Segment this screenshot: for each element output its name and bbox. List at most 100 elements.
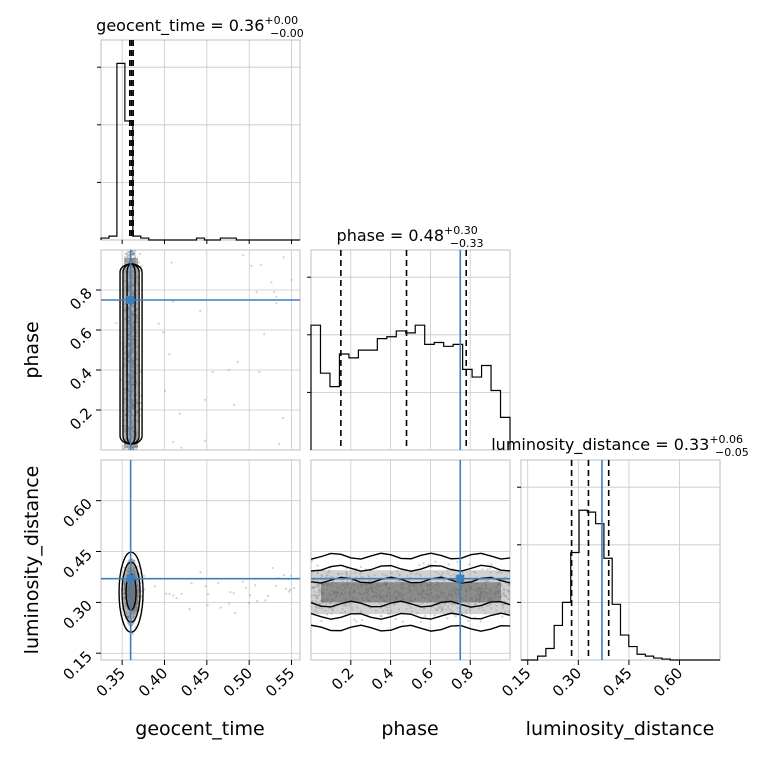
scatter-point (434, 608, 437, 611)
scatter-point (502, 588, 505, 591)
scatter-point (271, 566, 274, 570)
scatter-point (361, 576, 364, 579)
scatter-point (134, 250, 137, 252)
scatter-point (139, 401, 142, 405)
scatter-point (343, 610, 346, 613)
scatter-point (418, 573, 421, 576)
scatter-point (489, 571, 492, 574)
scatter-point (290, 278, 293, 281)
scatter-point (123, 566, 126, 569)
scatter-point (445, 608, 448, 611)
scatter-point (164, 389, 167, 392)
scatter-point (349, 602, 352, 606)
scatter-point (447, 605, 450, 608)
scatter-point (315, 583, 318, 586)
scatter-point (140, 590, 143, 593)
scatter-point (321, 601, 325, 605)
scatter-point (313, 590, 316, 593)
scatter-point (502, 603, 505, 606)
scatter-point (406, 574, 409, 578)
scatter-point (316, 564, 319, 567)
y-tick-label: 0.6 (66, 324, 96, 354)
scatter-point (355, 620, 358, 623)
scatter-point (211, 371, 214, 374)
scatter-point (381, 573, 384, 576)
scatter-point (479, 620, 482, 623)
ylabel-luminosity-distance: luminosity_distance (21, 466, 43, 655)
scatter-point (345, 572, 348, 575)
scatter-point (441, 571, 445, 574)
scatter-point (501, 607, 505, 610)
scatter-point (446, 568, 449, 572)
scatter-point (341, 607, 344, 611)
scatter-point (498, 570, 501, 573)
scatter-point (248, 594, 252, 597)
scatter-point (325, 604, 328, 607)
scatter-point (374, 609, 378, 612)
scatter-point (244, 586, 247, 589)
scatter-point (317, 593, 320, 597)
scatter-point (439, 606, 442, 610)
scatter-point (342, 580, 345, 583)
scatter-point (320, 619, 323, 623)
scatter-point (474, 571, 477, 574)
y-tick-label: 0.60 (59, 495, 95, 531)
scatter-point (398, 574, 401, 577)
scatter-point (465, 609, 468, 612)
scatter-point (386, 608, 389, 612)
scatter-point (311, 559, 314, 562)
scatter-point (326, 613, 329, 616)
scatter-point (122, 448, 125, 450)
scatter-point (203, 398, 207, 401)
x-tick-label: 0.6 (408, 664, 438, 694)
scatter-point (321, 574, 324, 577)
scatter-point (344, 604, 348, 607)
scatter-point (393, 603, 396, 607)
scatter-point (316, 570, 320, 573)
scatter-point (131, 252, 134, 255)
scatter-point (311, 587, 314, 590)
scatter-point (314, 594, 317, 597)
scatter-point (360, 576, 363, 579)
histogram-step (521, 509, 720, 661)
scatter-point (324, 609, 327, 612)
scatter-point (387, 612, 390, 616)
scatter-point (127, 447, 130, 450)
scatter-point (124, 252, 127, 255)
scatter-point (484, 612, 487, 615)
scatter-point (504, 595, 507, 598)
scatter-point (340, 572, 344, 575)
scatter-point (486, 580, 489, 583)
scatter-point (311, 594, 313, 597)
scatter-point (440, 574, 443, 577)
panels-layer (96, 39, 721, 665)
scatter-point (466, 602, 469, 605)
scatter-point (315, 585, 318, 588)
labels-layer: geocent_time = 0.36+0.00 −0.00 phase = 0.… (21, 14, 749, 740)
scatter-point (503, 595, 506, 598)
scatter-point (495, 609, 498, 612)
scatter-point (157, 322, 160, 325)
scatter-point (368, 579, 371, 582)
scatter-point (502, 592, 505, 596)
scatter-point (337, 573, 341, 576)
scatter-point (450, 574, 453, 577)
scatter-point (467, 619, 470, 622)
scatter-point (281, 416, 285, 420)
scatter-point (270, 281, 273, 284)
scatter-point (351, 608, 354, 611)
scatter-point (316, 584, 320, 587)
x-tick-label: 0.4 (368, 664, 398, 694)
scatter-point (490, 602, 493, 605)
scatter-point (351, 579, 354, 583)
scatter-point (131, 252, 134, 255)
contour-line (311, 564, 510, 572)
scatter-point (320, 574, 323, 577)
x-tick-label: 0.15 (498, 664, 534, 700)
scatter-point (440, 608, 443, 611)
scatter-point (434, 570, 437, 574)
scatter-point (380, 614, 383, 618)
scatter-point (132, 253, 135, 256)
scatter-point (447, 572, 450, 575)
scatter-point (359, 609, 362, 612)
